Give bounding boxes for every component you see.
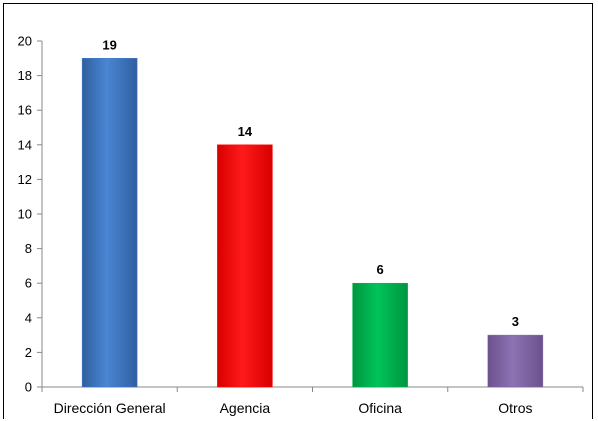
y-tick-label: 6: [25, 276, 32, 291]
y-axis: 0 2 4 6 8 10 12 14 16 18 20: [18, 34, 43, 395]
y-tick-label: 10: [18, 207, 32, 222]
y-tick-label: 20: [18, 34, 32, 49]
bar-agencia: [217, 144, 273, 388]
y-tick-label: 2: [25, 345, 32, 360]
data-label: 3: [512, 314, 519, 329]
x-axis: Dirección General Agencia Oficina Otros: [41, 386, 584, 416]
data-label: 19: [102, 37, 116, 52]
bar-direcci-n-general: [81, 58, 138, 388]
bar-oficina: [352, 282, 408, 388]
y-tick-label: 8: [25, 241, 32, 256]
chart-frame: [3, 3, 593, 419]
bar-otros: [487, 334, 544, 388]
data-label: 14: [238, 124, 253, 139]
category-label: Agencia: [220, 400, 271, 416]
y-tick-label: 14: [18, 137, 32, 152]
y-tick-label: 4: [25, 310, 32, 325]
bars: 19 14 6 3: [81, 37, 544, 388]
category-label: Oficina: [358, 400, 402, 416]
y-tick-label: 0: [25, 380, 32, 395]
category-label: Dirección General: [54, 400, 166, 416]
data-label: 6: [377, 262, 384, 277]
y-tick-label: 16: [18, 103, 32, 118]
y-tick-label: 12: [18, 172, 32, 187]
y-tick-label: 18: [18, 68, 32, 83]
category-label: Otros: [498, 400, 532, 416]
